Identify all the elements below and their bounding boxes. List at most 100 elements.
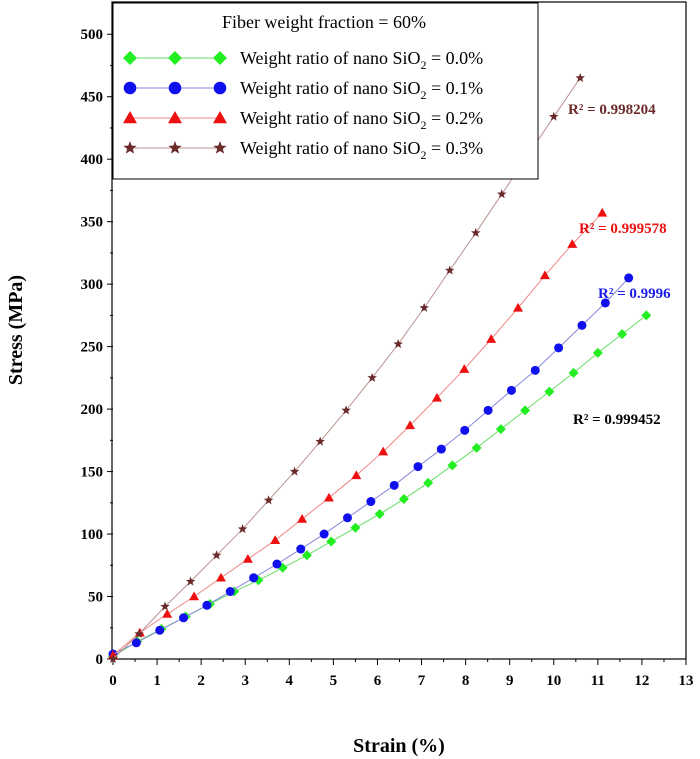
data-point <box>162 609 173 618</box>
y-tick-label: 350 <box>81 215 104 231</box>
data-point <box>577 320 587 330</box>
data-point <box>249 573 259 583</box>
data-point <box>319 529 329 539</box>
data-point <box>389 480 399 490</box>
x-tick-label: 1 <box>153 673 161 689</box>
data-point <box>367 372 377 382</box>
x-tick-label: 6 <box>374 673 382 689</box>
data-point <box>315 436 325 446</box>
legend-marker <box>168 51 182 65</box>
x-tick-label: 11 <box>591 673 605 689</box>
data-point <box>506 385 516 395</box>
y-tick-label: 0 <box>96 652 104 668</box>
data-point <box>554 343 564 353</box>
legend-label: Weight ratio of nano SiO2 = 0.2% <box>240 108 483 132</box>
x-tick-label: 4 <box>286 673 294 689</box>
data-point <box>297 514 308 523</box>
data-point <box>513 302 524 312</box>
x-tick-label: 13 <box>679 673 694 689</box>
data-point <box>592 347 603 358</box>
series-0 <box>108 310 652 662</box>
data-point <box>301 550 312 561</box>
y-tick-label: 150 <box>81 465 104 481</box>
data-point <box>296 544 306 554</box>
y-tick-label: 250 <box>81 340 104 356</box>
r2-label: R² = 0.999452 <box>573 412 661 428</box>
data-point <box>323 492 334 502</box>
data-point <box>495 424 506 435</box>
data-point <box>405 420 416 430</box>
series-1 <box>108 273 634 659</box>
x-tick-label: 2 <box>197 673 205 689</box>
data-point <box>471 442 482 453</box>
data-point <box>539 270 550 280</box>
y-axis-title: Stress (MPa) <box>5 275 27 385</box>
data-point <box>436 444 446 454</box>
data-point <box>131 638 141 648</box>
legend-marker <box>123 111 137 124</box>
legend-marker <box>168 81 182 95</box>
x-tick-label: 10 <box>546 673 561 689</box>
data-point <box>419 302 429 312</box>
data-point <box>378 446 389 456</box>
y-tick-label: 450 <box>81 90 104 106</box>
data-point <box>242 554 253 563</box>
data-point <box>398 494 409 505</box>
data-point <box>202 600 212 610</box>
axis-ticks: 0 1 2 3 4 5 6 7 8 9 10 11 12 130501001502002503003504… <box>81 27 694 689</box>
data-point <box>374 509 385 520</box>
x-tick-label: 9 <box>506 673 514 689</box>
x-tick-label: 3 <box>241 673 249 689</box>
legend-entry: Weight ratio of nano SiO2 = 0.0% <box>123 48 483 72</box>
data-point <box>160 601 170 611</box>
data-point <box>215 572 226 582</box>
x-tick-label: 0 <box>109 673 117 689</box>
data-point <box>413 462 423 472</box>
legend-label: Weight ratio of nano SiO2 = 0.1% <box>240 78 483 102</box>
data-point <box>350 522 361 533</box>
legend-title: Fiber weight fraction = 60% <box>222 12 426 32</box>
x-axis-title: Strain (%) <box>353 735 445 757</box>
series-line <box>112 212 603 656</box>
legend-marker <box>213 141 227 154</box>
data-point <box>624 273 634 283</box>
data-point <box>544 386 555 397</box>
legend-marker <box>123 81 137 95</box>
series-layer <box>108 72 652 664</box>
legend-marker <box>168 111 182 124</box>
legend-marker <box>213 111 227 124</box>
legend-entries: Weight ratio of nano SiO2 = 0.0% Weight r… <box>123 48 483 162</box>
data-point <box>225 587 235 597</box>
data-point <box>326 536 337 547</box>
legend-marker <box>123 51 137 65</box>
r2-label: R² = 0.998204 <box>568 102 656 118</box>
data-point <box>270 535 281 545</box>
data-point <box>460 425 470 435</box>
r2-label: R² = 0.999578 <box>579 221 667 237</box>
data-point <box>237 524 248 534</box>
data-point <box>520 405 531 416</box>
data-point <box>497 189 507 199</box>
legend-entry: Weight ratio of nano SiO2 = 0.3% <box>123 138 483 162</box>
legend-marker <box>168 141 182 154</box>
data-point <box>575 72 585 83</box>
legend-label: Weight ratio of nano SiO2 = 0.3% <box>240 138 483 162</box>
y-tick-label: 500 <box>81 27 104 43</box>
data-point <box>597 207 608 217</box>
legend-label: Weight ratio of nano SiO2 = 0.0% <box>240 48 483 72</box>
data-point <box>483 405 493 415</box>
data-point <box>179 613 189 623</box>
legend-entry: Weight ratio of nano SiO2 = 0.2% <box>123 108 483 132</box>
data-point <box>568 367 579 378</box>
data-point <box>185 576 196 586</box>
data-point <box>600 298 610 308</box>
data-point <box>272 559 282 569</box>
r2-label: R² = 0.9996 <box>598 286 671 302</box>
data-point <box>393 339 403 349</box>
y-tick-label: 50 <box>88 590 103 606</box>
series-line <box>112 314 647 657</box>
data-point <box>289 466 300 476</box>
y-tick-label: 100 <box>81 527 104 543</box>
x-tick-label: 12 <box>634 673 649 689</box>
